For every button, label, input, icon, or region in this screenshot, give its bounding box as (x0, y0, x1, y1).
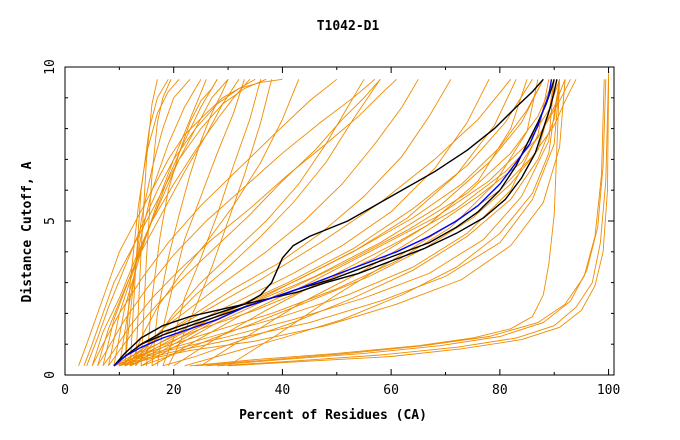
x-tick-label: 80 (492, 383, 508, 398)
model-series-49 (217, 73, 610, 367)
model-series-40 (130, 79, 544, 367)
model-series-34 (129, 79, 544, 367)
model-series-46 (97, 78, 376, 367)
model-series-16 (156, 79, 245, 366)
model-series-14 (146, 79, 218, 366)
chart-title: T1042-D1 (317, 19, 380, 34)
model-series-4 (97, 79, 240, 366)
model-series-27 (113, 79, 539, 367)
model-series-11 (129, 79, 169, 366)
model-series-35 (140, 79, 555, 367)
model-series-38 (200, 79, 571, 367)
model-series-50 (206, 79, 607, 367)
model-series-41 (140, 79, 555, 367)
model-series-10 (124, 79, 180, 366)
x-axis-label: Percent of Residues (CA) (239, 408, 427, 423)
model-series-18 (167, 79, 273, 367)
x-tick-label: 40 (275, 383, 291, 398)
model-series-42 (162, 79, 561, 367)
model-series-6 (108, 79, 218, 366)
model-series-3 (91, 79, 251, 366)
model-series-30 (119, 79, 561, 367)
x-tick-label: 20 (166, 383, 182, 398)
model-series-43 (184, 79, 561, 367)
model-series-13 (140, 79, 172, 366)
x-ticks-group: 0 20 40 60 80 100 (61, 67, 620, 398)
model-series-51 (228, 79, 610, 367)
model-series-5 (102, 79, 229, 366)
y-tick-label: 5 (43, 217, 58, 225)
x-tick-label: 0 (61, 383, 69, 398)
y-tick-label: 0 (43, 371, 58, 379)
model-series-8 (118, 79, 202, 366)
y-axis-label: Distance Cutoff, A (20, 161, 35, 302)
highlight-series-53 (113, 78, 544, 367)
model-series-45 (102, 78, 397, 367)
model-series-7 (113, 79, 207, 366)
x-tick-label: 100 (597, 383, 620, 398)
model-series-52 (195, 79, 605, 367)
model-series-12 (135, 79, 158, 366)
highlight-series-55 (113, 79, 558, 367)
model-series-1 (83, 78, 267, 366)
x-tick-label: 60 (383, 383, 399, 398)
y-tick-label: 10 (43, 59, 58, 75)
model-series-9 (124, 79, 191, 366)
model-series-44 (108, 79, 381, 367)
model-series-33 (124, 79, 533, 367)
model-series-2 (86, 78, 256, 366)
highlight-series-56 (113, 79, 553, 367)
model-series-15 (151, 79, 229, 366)
model-series-48 (189, 79, 561, 367)
model-series-47 (91, 78, 338, 367)
highlight-series-54 (113, 79, 555, 367)
data-series-group (78, 73, 610, 367)
y-ticks-group: 0 5 10 (43, 59, 614, 379)
